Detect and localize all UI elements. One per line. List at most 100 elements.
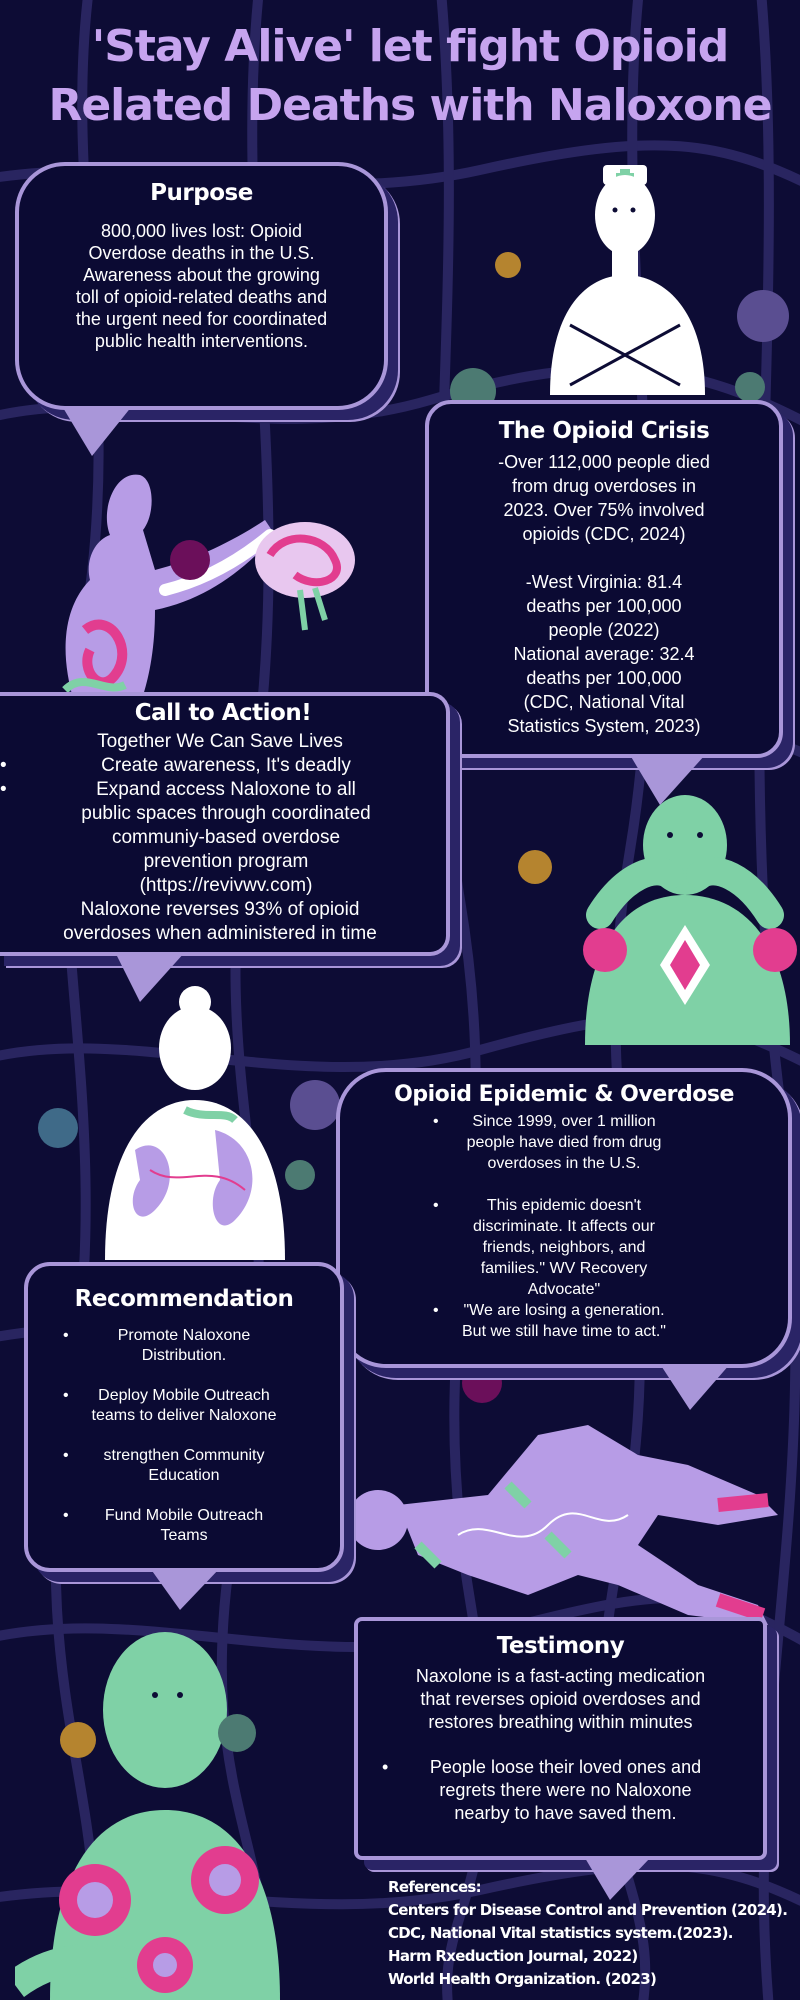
text-line: discriminate. It affects our	[473, 1218, 655, 1235]
decorative-circle	[737, 290, 789, 342]
hands-over-mouth-figure-illustration	[583, 795, 797, 1045]
text-line: Advocate"	[527, 1281, 601, 1298]
call-to-action-heading: Call to Action!	[134, 700, 312, 726]
list-item: "We are losing a generation. But we stil…	[433, 1300, 689, 1342]
text-line: teams to deliver Naloxone	[91, 1407, 277, 1424]
text-line: -West Virginia: 81.4	[525, 572, 683, 592]
speech-bubble-tail	[585, 1858, 650, 1900]
text-line: public spaces through coordinated	[81, 803, 371, 824]
text-line: strengthen Community	[103, 1447, 265, 1464]
text-line: Education	[148, 1467, 220, 1484]
brain-figure-illustration	[62, 474, 355, 705]
text-line: opioids (CDC, 2024)	[522, 524, 686, 544]
text-line: toll of opioid-related deaths and	[75, 287, 328, 307]
text-line: Naxolone is a fast-acting medication	[415, 1666, 706, 1686]
list-item: People loose their loved ones and regret…	[382, 1756, 743, 1825]
text-line: families." WV Recovery	[480, 1260, 648, 1277]
text-line: Deploy Mobile Outreach	[98, 1387, 270, 1404]
list-item: Since 1999, over 1 million people have d…	[433, 1111, 689, 1174]
reference-item: Harm Rxeduction Journal, 2022)	[388, 1947, 638, 1965]
text-line: the urgent need for coordinated	[75, 309, 328, 329]
reference-item: CDC, National Vital statistics system.(2…	[388, 1924, 733, 1942]
recommendation-list: Promote Naloxone Distribution. Deploy Mo…	[63, 1326, 299, 1546]
decorative-circle	[285, 1160, 315, 1190]
decorative-circle	[462, 1363, 502, 1403]
recommendation-heading: Recommendation	[74, 1286, 294, 1312]
thinking-person-figure-illustration	[15, 1632, 280, 2000]
decorative-circle	[495, 252, 521, 278]
text-line: Create awareness, It's deadly	[101, 755, 351, 776]
text-line: Expand access Naloxone to all	[96, 779, 356, 800]
text-line: communiy-based overdose	[111, 827, 341, 848]
list-item: Create awareness, It's deadly	[0, 754, 446, 778]
collapsed-person-figure-illustration	[348, 1425, 778, 1625]
call-to-action-bubble: Call to Action! Together We Can Save Liv…	[0, 692, 450, 956]
purpose-bubble: Purpose 800,000 lives lost: Opioid Overd…	[15, 162, 388, 410]
speech-bubble-tail	[62, 406, 132, 456]
speech-bubble-tail	[630, 755, 705, 805]
opioid-epidemic-bubble: Opioid Epidemic & Overdose Since 1999, o…	[336, 1068, 792, 1368]
list-item: Deploy Mobile Outreach teams to deliver …	[63, 1386, 299, 1426]
page-title: 'Stay Alive' let fight Opioid Related De…	[48, 21, 772, 131]
text-line: deaths per 100,000	[526, 668, 682, 688]
list-item: strengthen Community Education	[63, 1446, 299, 1486]
nurse-figure-illustration	[550, 165, 705, 395]
list-item: This epidemic doesn't discriminate. It a…	[433, 1195, 689, 1300]
text-line: This epidemic doesn't	[486, 1197, 642, 1214]
text-line: from drug overdoses in	[511, 476, 697, 496]
stressed-woman-figure-illustration	[105, 986, 285, 1260]
call-to-action-closing: Naloxone reverses 93% of opioid overdose…	[0, 898, 446, 946]
decorative-circle	[518, 850, 552, 884]
purpose-heading: Purpose	[150, 180, 253, 206]
text-line: restores breathing within minutes	[428, 1712, 693, 1732]
text-line: 2023. Over 75% involved	[503, 500, 705, 520]
text-line: Fund Mobile Outreach	[104, 1507, 264, 1524]
opioid-crisis-heading: The Opioid Crisis	[498, 418, 710, 444]
speech-bubble-tail	[115, 952, 185, 1002]
reference-item: Centers for Disease Control and Preventi…	[388, 1901, 788, 1919]
references: References: Centers for Disease Control …	[388, 1876, 788, 1991]
text-line: National average: 32.4	[513, 644, 695, 664]
purpose-text: 800,000 lives lost: Opioid Overdose deat…	[19, 220, 384, 352]
text-line: prevention program	[143, 851, 309, 872]
text-line: Overdose deaths in the U.S.	[88, 243, 315, 263]
text-line: overdoses in the U.S.	[487, 1155, 641, 1172]
text-line: people (2022)	[548, 620, 660, 640]
text-line: Promote Naloxone	[117, 1327, 251, 1344]
decorative-circle	[735, 372, 765, 402]
text-line: public health interventions.	[94, 331, 309, 351]
opioid-crisis-text: -Over 112,000 people died from drug over…	[429, 450, 779, 738]
opioid-crisis-bubble: The Opioid Crisis -Over 112,000 people d…	[425, 400, 783, 758]
reference-item: World Health Organization. (2023)	[388, 1970, 657, 1988]
text-line: Teams	[160, 1527, 208, 1544]
decorative-circle	[60, 1722, 96, 1758]
text-line: 800,000 lives lost: Opioid	[100, 221, 303, 241]
text-line: Statistics System, 2023)	[507, 716, 701, 736]
text-line: People loose their loved ones and	[429, 1757, 702, 1777]
text-line: friends, neighbors, and	[482, 1239, 646, 1256]
opioid-epidemic-heading: Opioid Epidemic & Overdose	[394, 1082, 734, 1107]
decorative-circle	[218, 1714, 256, 1752]
text-line: -Over 112,000 people died	[498, 452, 710, 472]
call-to-action-list: Create awareness, It's deadly Expand acc…	[0, 754, 446, 898]
text-line: people have died from drug	[466, 1134, 662, 1151]
text-line: But we still have time to act."	[462, 1323, 666, 1340]
list-item: Expand access Naloxone to all public spa…	[0, 778, 446, 898]
text-line: Distribution.	[141, 1347, 227, 1364]
text-line: Naloxone reverses 93% of opioid	[80, 899, 360, 920]
text-line: Awareness about the growing	[83, 265, 320, 285]
decorative-circle	[38, 1108, 78, 1148]
text-line: (https://revivwv.com)	[139, 875, 313, 896]
text-line: that reverses opioid overdoses and	[420, 1689, 701, 1709]
speech-bubble-tail	[150, 1568, 220, 1610]
text-line: Since 1999, over 1 million	[472, 1113, 656, 1130]
text-line: deaths per 100,000	[526, 596, 682, 616]
opioid-epidemic-list: Since 1999, over 1 million people have d…	[433, 1111, 689, 1342]
text-line: overdoses when administered in time	[63, 923, 377, 944]
testimony-list: People loose their loved ones and regret…	[358, 1756, 763, 1825]
text-line: (CDC, National Vital	[523, 692, 685, 712]
text-line: nearby to have saved them.	[454, 1803, 677, 1823]
testimony-text: Naxolone is a fast-acting medication tha…	[358, 1665, 763, 1734]
recommendation-bubble: Recommendation Promote Naloxone Distribu…	[24, 1262, 344, 1572]
